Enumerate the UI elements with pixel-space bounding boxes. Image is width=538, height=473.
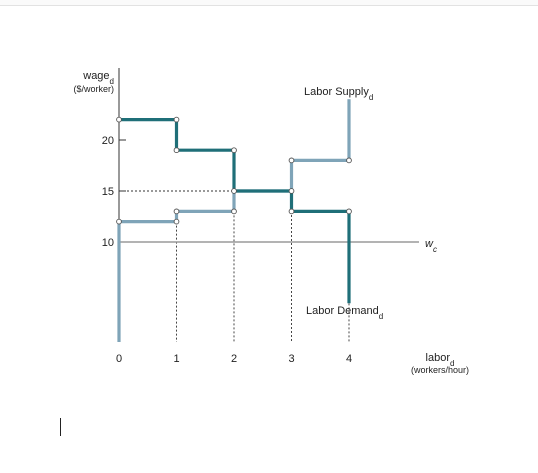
step-point (231, 147, 237, 154)
axes: 10 15 20 0 1 2 3 4 (102, 68, 352, 365)
step-point (231, 188, 237, 194)
chart-labels: waged($/worker) labord(workers/hour) wc Lab… (73, 70, 469, 375)
y-axis-label: waged (82, 70, 114, 86)
step-point (116, 218, 122, 225)
step-point (173, 116, 180, 123)
y-tick-label: 10 (102, 237, 114, 249)
reference-line-label: wc (425, 238, 437, 254)
labor-demand-label: Labor Demandd (306, 305, 383, 321)
step-point (346, 157, 352, 164)
series-marks (116, 99, 419, 342)
x-tick-label: 3 (288, 353, 294, 365)
y-tick-label: 15 (102, 186, 114, 198)
y-tick-label: 20 (102, 135, 114, 147)
x-axis-unit: (workers/hour) (411, 365, 469, 375)
step-point (173, 208, 180, 215)
step-point (173, 218, 180, 225)
labor-supply-label: Labor Supplyd (304, 86, 373, 102)
window-top-border (0, 0, 538, 6)
step-point (288, 188, 295, 194)
step-point (173, 147, 180, 154)
x-tick-label: 0 (116, 353, 122, 365)
step-point (346, 208, 352, 215)
y-axis-unit: ($/worker) (73, 84, 114, 94)
step-point (288, 208, 295, 215)
x-tick-label: 4 (346, 353, 352, 365)
x-axis-label: labord (426, 352, 455, 368)
step-point (231, 208, 237, 215)
step-point (288, 157, 295, 164)
x-tick-label: 1 (173, 353, 179, 365)
x-tick-label: 2 (231, 353, 237, 365)
text-cursor (60, 418, 61, 436)
step-point (116, 116, 122, 123)
